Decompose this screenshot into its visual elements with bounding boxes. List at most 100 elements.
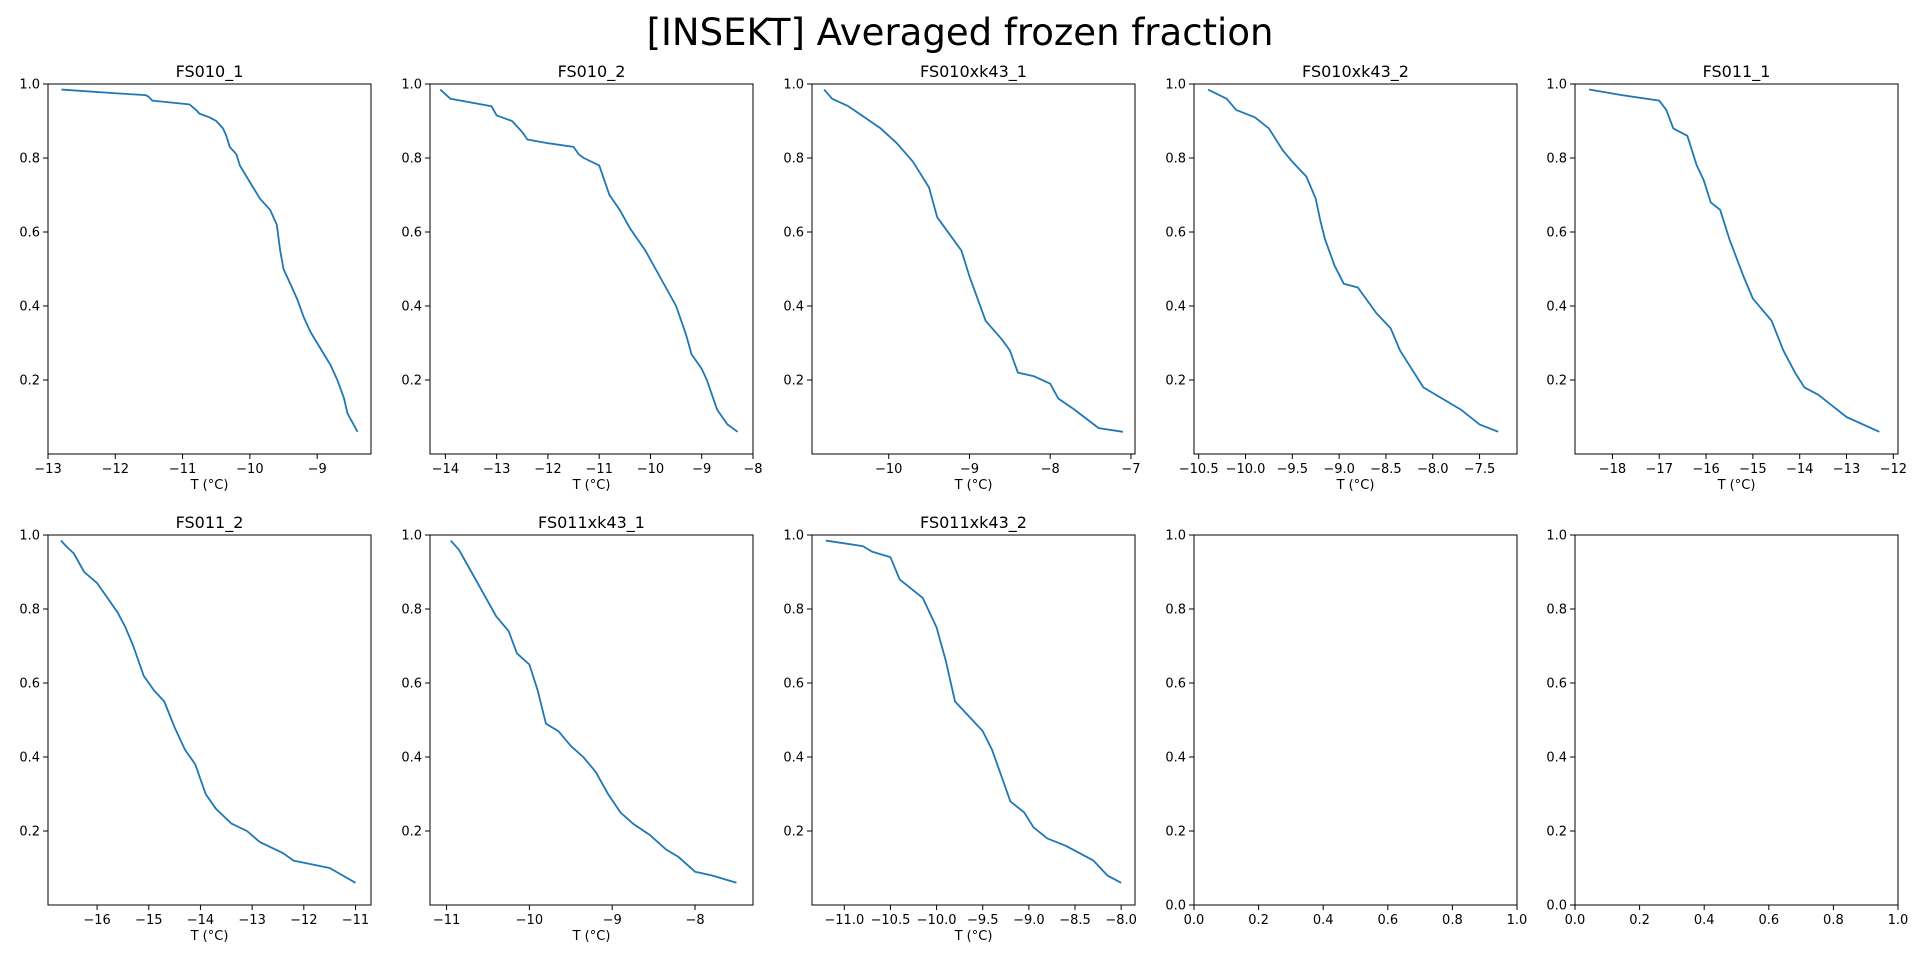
x-tick-label: −17 xyxy=(1646,462,1673,477)
y-tick-label: 0.4 xyxy=(1546,300,1567,315)
x-tick-label: 0.8 xyxy=(1442,913,1463,928)
x-axis-label: T (°C) xyxy=(954,478,993,493)
x-tick-label: −13 xyxy=(483,462,510,477)
y-tick-label: 1.0 xyxy=(1165,78,1186,93)
axes-frame xyxy=(429,534,754,906)
y-tick-label: 0.6 xyxy=(19,226,40,241)
x-tick-label: −11.0 xyxy=(824,913,864,928)
x-tick-label: −9.5 xyxy=(967,913,999,928)
subplot-4: −10.5 −10.0 −9.5 −9.0 −8.5 −8.0 −7.5 0.2 0.4 0.6 0… xyxy=(1165,62,1518,493)
y-tick-label: 0.4 xyxy=(1165,300,1186,315)
series-line xyxy=(61,88,359,433)
axes-frame xyxy=(1574,83,1899,455)
x-tick-label: −13 xyxy=(238,913,265,928)
subplot-title: FS011_1 xyxy=(1703,62,1771,82)
x-tick-label: −14 xyxy=(432,462,459,477)
y-tick-label: 1.0 xyxy=(783,78,804,93)
y-tick-label: 0.2 xyxy=(1546,374,1567,389)
x-tick-label: −15 xyxy=(1739,462,1766,477)
y-tick-label: 1.0 xyxy=(401,529,422,544)
x-tick-label: −9.0 xyxy=(1013,913,1045,928)
y-tick-label: 0.4 xyxy=(783,751,804,766)
subplot-title: FS010_2 xyxy=(558,62,626,82)
y-tick-label: 0.8 xyxy=(401,603,422,618)
subplot-10: 0.0 0.2 0.4 0.6 0.8 1.0 0.0 0.2 0.4 0.6 0.8 1.0 xyxy=(1546,529,1908,929)
y-tick-label: 0.6 xyxy=(1165,226,1186,241)
subplot-title: FS011xk43_2 xyxy=(920,513,1027,533)
subplot-title: FS010xk43_1 xyxy=(920,62,1027,82)
x-tick-label: 0.0 xyxy=(1565,913,1586,928)
x-tick-label: −12 xyxy=(534,462,561,477)
x-tick-label: −12 xyxy=(1880,462,1907,477)
axes-frame xyxy=(1193,83,1518,455)
y-tick-label: 0.2 xyxy=(1165,825,1186,840)
x-tick-label: −9 xyxy=(603,913,622,928)
series-line xyxy=(60,539,356,884)
y-tick-label: 1.0 xyxy=(19,78,40,93)
x-tick-label: −10.5 xyxy=(871,913,911,928)
x-tick-label: −13 xyxy=(1833,462,1860,477)
x-tick-label: −9 xyxy=(960,462,979,477)
x-tick-label: 0.4 xyxy=(1694,913,1715,928)
x-tick-label: −15 xyxy=(135,913,162,928)
series-line xyxy=(823,88,1124,433)
x-tick-label: −11 xyxy=(433,913,460,928)
y-tick-label: 0.8 xyxy=(401,152,422,167)
y-tick-label: 0.0 xyxy=(1165,899,1186,914)
y-tick-label: 1.0 xyxy=(401,78,422,93)
y-tick-label: 1.0 xyxy=(19,529,40,544)
x-tick-label: −10.0 xyxy=(1226,462,1266,477)
x-axis-label: T (°C) xyxy=(190,929,229,944)
x-tick-label: −9.5 xyxy=(1277,462,1309,477)
x-axis-label: T (°C) xyxy=(1336,478,1375,493)
subplot-8: −11.0 −10.5 −10.0 −9.5 −9.0 −8.5 −8.0 0.2 0.4 0.6… xyxy=(783,513,1137,944)
y-tick-label: 0.4 xyxy=(1546,751,1567,766)
x-tick-label: −18 xyxy=(1599,462,1626,477)
y-tick-label: 0.4 xyxy=(401,751,422,766)
y-tick-label: 0.6 xyxy=(401,226,422,241)
x-tick-label: 0.2 xyxy=(1248,913,1269,928)
series-line xyxy=(1588,88,1880,433)
x-tick-label: 0.0 xyxy=(1184,913,1205,928)
y-tick-label: 0.4 xyxy=(783,300,804,315)
x-tick-label: −10 xyxy=(875,462,902,477)
x-tick-label: 0.6 xyxy=(1758,913,1779,928)
y-tick-label: 0.2 xyxy=(1546,825,1567,840)
x-tick-label: −11 xyxy=(585,462,612,477)
y-tick-label: 1.0 xyxy=(1165,529,1186,544)
y-tick-label: 0.4 xyxy=(19,751,40,766)
x-axis-label: T (°C) xyxy=(572,478,611,493)
axes-frame xyxy=(1574,534,1899,906)
y-tick-label: 0.4 xyxy=(1165,751,1186,766)
subplot-7: −11 −10 −9 −8 0.2 0.4 0.6 0.8 1.0 FS011xk43_1 T (°… xyxy=(401,513,754,944)
subplot-title: FS011_2 xyxy=(176,513,244,533)
x-tick-label: −7 xyxy=(1121,462,1140,477)
x-tick-label: −10 xyxy=(516,913,543,928)
x-tick-label: −9.0 xyxy=(1323,462,1355,477)
y-tick-label: 0.8 xyxy=(1546,603,1567,618)
y-tick-label: 1.0 xyxy=(1546,529,1567,544)
x-tick-label: −9 xyxy=(308,462,327,477)
x-tick-label: −12 xyxy=(290,913,317,928)
series-line xyxy=(825,539,1122,884)
subplot-title: FS010_1 xyxy=(176,62,244,82)
x-tick-label: −10.0 xyxy=(917,913,957,928)
y-tick-label: 0.8 xyxy=(783,603,804,618)
x-tick-label: −11 xyxy=(342,913,369,928)
x-tick-label: −11 xyxy=(169,462,196,477)
y-tick-label: 0.6 xyxy=(19,677,40,692)
y-tick-label: 0.4 xyxy=(19,300,40,315)
x-tick-label: −8.5 xyxy=(1059,913,1091,928)
x-tick-label: −9 xyxy=(692,462,711,477)
x-tick-label: −10 xyxy=(637,462,664,477)
subplot-1: −13 −12 −11 −10 −9 0.2 0.4 0.6 0.8 1.0 FS010_1 T (°… xyxy=(19,62,372,493)
axes-frame xyxy=(429,83,754,455)
axes-frame xyxy=(47,534,372,906)
axes-frame xyxy=(47,83,372,455)
x-tick-label: −7.5 xyxy=(1464,462,1496,477)
figure-title: [INSEKT] Averaged frozen fraction xyxy=(646,11,1274,54)
subplot-title: FS010xk43_2 xyxy=(1302,62,1409,82)
y-tick-label: 0.6 xyxy=(1165,677,1186,692)
y-tick-label: 0.6 xyxy=(783,677,804,692)
